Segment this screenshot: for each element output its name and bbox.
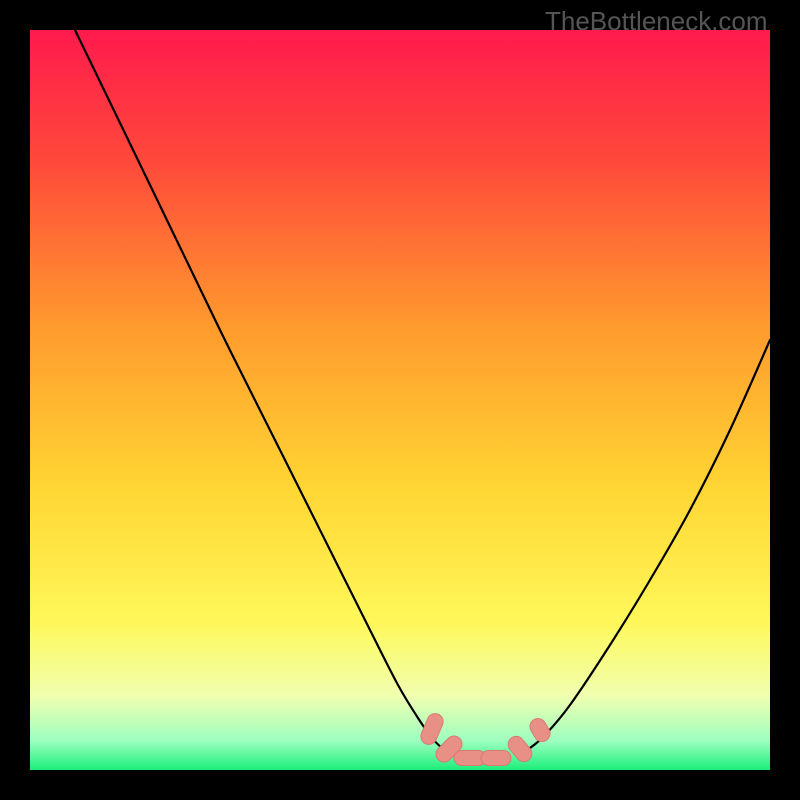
curve-left-curve xyxy=(75,30,450,753)
marker-0 xyxy=(418,711,445,747)
curve-right-curve xyxy=(520,340,770,753)
chart-frame: TheBottleneck.com xyxy=(0,0,800,800)
marker-3 xyxy=(481,751,511,766)
watermark-text: TheBottleneck.com xyxy=(545,6,768,37)
chart-svg xyxy=(0,0,800,800)
marker-5 xyxy=(527,716,553,745)
